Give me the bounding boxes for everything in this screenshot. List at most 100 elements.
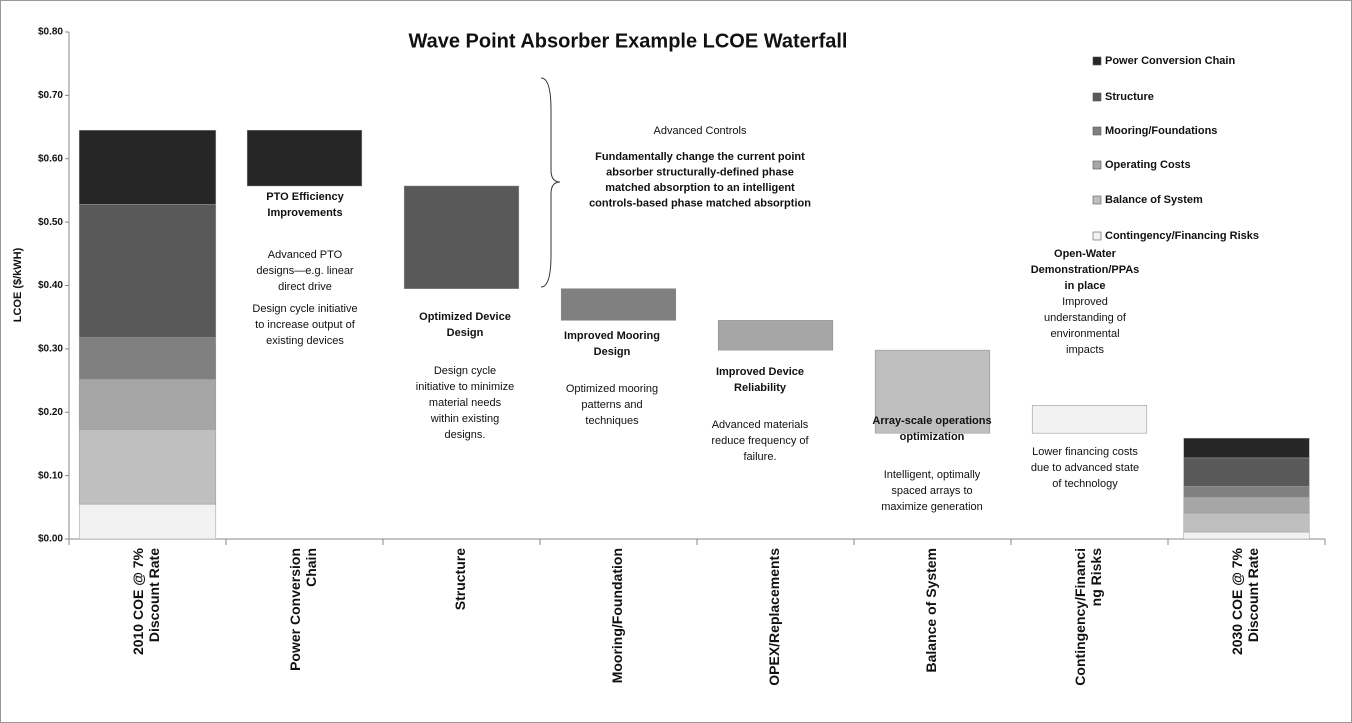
stack-segment	[1183, 512, 1310, 533]
step-bar	[560, 288, 677, 321]
annotation-text: patterns and	[581, 399, 642, 411]
chart-title: Wave Point Absorber Example LCOE Waterfa…	[409, 30, 848, 52]
stack-segment	[78, 204, 217, 338]
annotation-text: designs.	[445, 429, 486, 441]
annotation-text: within existing	[430, 413, 499, 425]
x-tick-label: OPEX/Replacements	[766, 548, 782, 686]
annotation-title: Array-scale operations	[872, 415, 991, 427]
legend-label: Contingency/Financing Risks	[1105, 230, 1259, 242]
y-tick-label: $0.30	[38, 344, 63, 355]
x-tick-label: 2010 COE @ 7%	[130, 547, 146, 655]
x-tick-label: Chain	[303, 548, 319, 587]
annotation-title: Improved Device	[716, 366, 804, 378]
annotation-title: Design	[594, 346, 631, 358]
legend-label: Power Conversion Chain	[1105, 55, 1235, 67]
annotation-title: Improved Mooring	[564, 330, 660, 342]
x-tick-label: Power Conversion	[287, 548, 303, 671]
callout-text: absorber structurally-defined phase	[606, 166, 794, 178]
annotation-title: Improvements	[267, 207, 342, 219]
annotation-title: Optimized Device	[419, 311, 511, 323]
y-tick-label: $0.00	[38, 534, 63, 545]
legend-swatch	[1092, 160, 1102, 170]
annotation-text: environmental	[1050, 328, 1119, 340]
y-axis-label: LCOE ($/kWH)	[12, 247, 24, 322]
annotation-text: designs—e.g. linear	[256, 265, 354, 277]
annotation-text: Intelligent, optimally	[884, 469, 981, 481]
annotation-title: Open-Water	[1054, 248, 1117, 260]
annotation-text: material needs	[429, 397, 502, 409]
annotation-title: PTO Efficiency	[266, 191, 344, 203]
stack-segment	[1183, 457, 1310, 487]
x-tick-label: Balance of System	[923, 548, 939, 673]
x-tick-label: Discount Rate	[146, 548, 162, 642]
annotation-title: Design	[447, 327, 484, 339]
annotation-title: optimization	[900, 431, 965, 443]
legend-label: Operating Costs	[1105, 159, 1191, 171]
x-tick-label: Structure	[452, 548, 468, 610]
legend-label: Balance of System	[1105, 194, 1203, 206]
annotation-title: Demonstration/PPAs	[1031, 264, 1140, 276]
legend-label: Mooring/Foundations	[1105, 125, 1217, 137]
annotation-text: reduce frequency of	[711, 435, 809, 447]
annotation-title: Reliability	[734, 382, 787, 394]
step-bar	[717, 320, 834, 351]
legend-label: Structure	[1105, 91, 1154, 103]
stack-segment	[78, 337, 217, 380]
annotation-text: impacts	[1066, 344, 1104, 356]
callout-title: Advanced Controls	[654, 125, 747, 137]
y-tick-label: $0.50	[38, 217, 63, 228]
x-tick-label: Discount Rate	[1245, 548, 1261, 642]
annotation-text: Optimized mooring	[566, 383, 658, 395]
callout-text: controls-based phase matched absorption	[589, 197, 811, 209]
step-bar	[1031, 405, 1148, 434]
x-tick-label: ng Risks	[1088, 548, 1104, 607]
annotation-text: Improved	[1062, 296, 1108, 308]
y-tick-label: $0.70	[38, 90, 63, 101]
annotation-text: techniques	[585, 415, 639, 427]
annotation-title: in place	[1065, 280, 1106, 292]
legend-swatch	[1092, 92, 1102, 102]
annotation-text: existing devices	[266, 335, 344, 347]
annotation-text: initiative to minimize	[416, 381, 514, 393]
legend-swatch	[1092, 231, 1102, 241]
legend-swatch	[1092, 56, 1102, 66]
annotation-text: failure.	[743, 451, 776, 463]
y-tick-label: $0.80	[38, 27, 63, 38]
stack-segment	[78, 129, 217, 205]
annotation-text: Design cycle initiative	[252, 303, 357, 315]
annotation-text: due to advanced state	[1031, 462, 1139, 474]
stack-segment	[1183, 437, 1310, 459]
callout-text: matched absorption to an intelligent	[605, 182, 795, 194]
x-tick-label: Contingency/Financi	[1072, 548, 1088, 686]
y-tick-label: $0.40	[38, 280, 63, 291]
y-tick-label: $0.60	[38, 153, 63, 164]
stack-segment	[1183, 531, 1310, 540]
annotation-text: spaced arrays to	[891, 485, 972, 497]
annotation-text: Design cycle	[434, 365, 496, 377]
step-bar	[403, 185, 520, 289]
annotation-text: direct drive	[278, 281, 332, 293]
annotation-text: of technology	[1052, 478, 1118, 490]
annotation-text: Lower financing costs	[1032, 446, 1138, 458]
y-tick-label: $0.20	[38, 407, 63, 418]
x-tick-label: 2030 COE @ 7%	[1229, 547, 1245, 655]
callout-text: Fundamentally change the current point	[595, 151, 805, 163]
legend-swatch	[1092, 126, 1102, 136]
x-tick-label: Mooring/Foundation	[609, 548, 625, 683]
annotation-text: Advanced materials	[712, 419, 809, 431]
y-tick-label: $0.10	[38, 470, 63, 481]
annotation-text: understanding of	[1044, 312, 1127, 324]
legend-swatch	[1092, 195, 1102, 205]
stack-segment	[78, 429, 217, 505]
stack-segment	[1183, 486, 1310, 498]
brace	[540, 77, 561, 288]
stack-segment	[78, 503, 217, 540]
stack-segment	[1183, 496, 1310, 514]
annotation-text: to increase output of	[255, 319, 356, 331]
annotation-text: maximize generation	[881, 501, 983, 513]
step-bar	[246, 129, 363, 187]
step-bar	[874, 349, 991, 434]
stack-segment	[78, 379, 217, 430]
